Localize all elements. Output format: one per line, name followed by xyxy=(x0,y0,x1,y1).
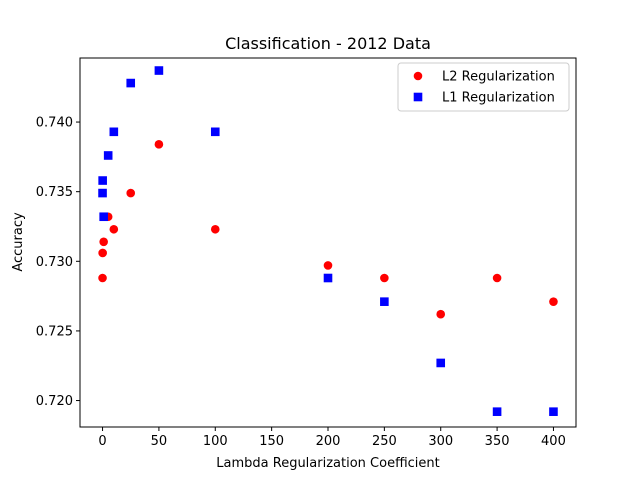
l1-point xyxy=(99,212,108,222)
legend-box xyxy=(397,62,570,112)
y-axis-label: Accuracy xyxy=(11,212,26,272)
x-tick-label: 300 xyxy=(428,434,453,449)
l1-point xyxy=(103,151,113,160)
legend-marker-l1 xyxy=(413,92,423,102)
x-tick-label: 150 xyxy=(259,434,284,449)
y-tick-label: 0.730 xyxy=(36,255,73,270)
legend: L2 Regularization L1 Regularization xyxy=(397,62,570,112)
y-tick-label: 0.720 xyxy=(36,394,73,409)
l2-point xyxy=(323,261,333,270)
l1-point xyxy=(380,297,389,306)
l2-point xyxy=(380,273,389,283)
y-tick-label: 0.725 xyxy=(36,324,73,339)
l1-point xyxy=(109,127,119,137)
legend-marker-l2 xyxy=(413,71,423,81)
l1-point xyxy=(126,78,136,88)
l1-point xyxy=(210,127,220,137)
l2-point xyxy=(126,188,136,198)
data-points xyxy=(98,66,558,416)
chart-title: Classification - 2012 Data xyxy=(225,34,431,53)
l1-point xyxy=(98,176,107,185)
y-tick-label: 0.740 xyxy=(36,116,73,131)
x-tick-label: 350 xyxy=(485,434,510,449)
y-axis: 0.720 0.725 0.730 0.735 0.740 xyxy=(36,116,80,409)
x-tick-label: 100 xyxy=(203,434,228,449)
l1-point xyxy=(323,273,333,283)
l1-point xyxy=(436,358,446,368)
x-tick-label: 400 xyxy=(541,434,566,449)
l1-point xyxy=(98,188,107,198)
x-tick-label: 250 xyxy=(372,434,397,449)
l1-point xyxy=(492,407,502,416)
x-tick-label: 0 xyxy=(98,434,106,449)
l2-point xyxy=(99,237,108,247)
l2-point xyxy=(436,309,446,319)
legend-label: L2 Regularization xyxy=(442,70,555,85)
legend-label: L1 Regularization xyxy=(442,91,555,106)
l2-point xyxy=(109,224,119,234)
x-tick-label: 50 xyxy=(151,434,168,449)
l2-point xyxy=(549,297,558,306)
l2-point xyxy=(154,140,164,149)
y-tick-label: 0.735 xyxy=(36,185,73,200)
x-axis: 0 50 100 150 200 250 300 350 400 xyxy=(98,427,566,449)
l2-point xyxy=(98,273,107,283)
l2-point xyxy=(492,273,502,283)
l2-point xyxy=(98,248,107,258)
l1-point xyxy=(154,66,164,75)
l1-point xyxy=(549,407,558,416)
l2-point xyxy=(210,224,220,234)
x-axis-label: Lambda Regularization Coefficient xyxy=(216,456,439,471)
x-tick-label: 200 xyxy=(316,434,341,449)
